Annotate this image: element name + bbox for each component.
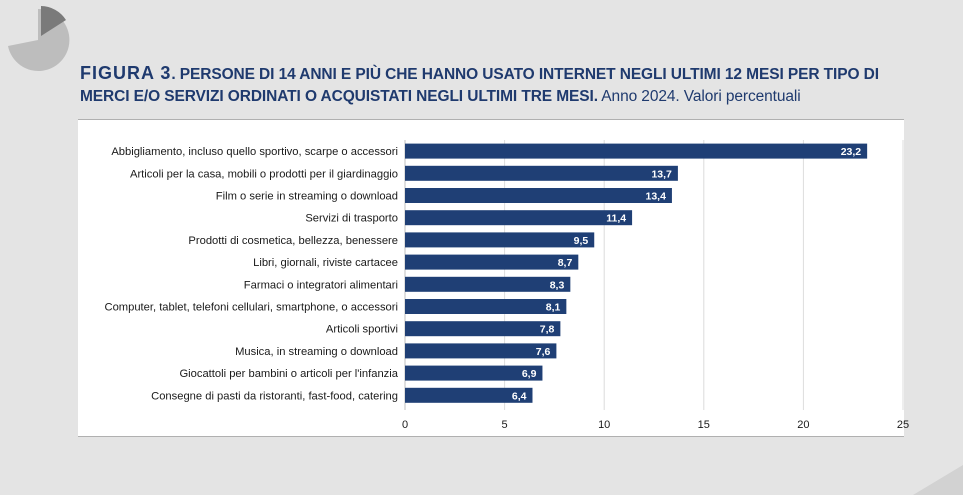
bar xyxy=(405,365,543,381)
category-label: Musica, in streaming o download xyxy=(235,346,398,358)
bar xyxy=(405,387,533,403)
bar xyxy=(405,299,567,314)
bar xyxy=(405,321,561,337)
category-label: Articoli per la casa, mobili o prodotti … xyxy=(130,168,398,180)
x-tick-label: 5 xyxy=(502,419,508,431)
figure-heading: . PERSONE DI 14 ANNI E PIÙ CHE HANNO USA… xyxy=(80,66,879,105)
data-label: 8,3 xyxy=(550,279,565,291)
x-tick-label: 20 xyxy=(797,419,809,431)
category-label: Libri, giornali, riviste cartacee xyxy=(253,257,398,269)
data-label: 23,2 xyxy=(841,146,862,158)
category-label: Farmaci o integratori alimentari xyxy=(244,279,398,291)
figure-label: FIGURA 3 xyxy=(80,63,172,83)
bar xyxy=(405,276,571,292)
bar xyxy=(405,343,557,359)
top-rule xyxy=(78,119,904,120)
logo-pie-icon xyxy=(8,6,70,71)
data-label: 11,4 xyxy=(606,213,626,225)
corner-decoration xyxy=(913,465,963,495)
bottom-rule xyxy=(78,436,904,437)
bar xyxy=(405,254,579,270)
logo-pie-slice xyxy=(41,6,66,36)
data-label: 6,9 xyxy=(522,368,537,380)
data-label: 7,6 xyxy=(536,346,551,358)
x-tick-label: 10 xyxy=(598,419,610,431)
x-tick-label: 15 xyxy=(698,419,710,431)
data-label: 9,5 xyxy=(574,235,589,247)
category-label: Computer, tablet, telefoni cellulari, sm… xyxy=(104,302,398,314)
category-label: Servizi di trasporto xyxy=(305,213,398,225)
category-label: Film o serie in streaming o download xyxy=(216,191,398,203)
bar xyxy=(405,143,868,159)
data-label: 13,7 xyxy=(651,168,672,180)
data-label: 6,4 xyxy=(512,390,527,402)
bar xyxy=(405,210,633,226)
data-label: 8,7 xyxy=(558,257,573,269)
category-label: Prodotti di cosmetica, bellezza, benesse… xyxy=(188,235,398,247)
category-label: Giocattoli per bambini o articoli per l'… xyxy=(179,368,398,380)
figure-title: FIGURA 3. PERSONE DI 14 ANNI E PIÙ CHE H… xyxy=(80,62,920,108)
category-label: Consegne di pasti da ristoranti, fast-fo… xyxy=(151,390,398,402)
category-label: Articoli sportivi xyxy=(326,324,398,336)
data-label: 13,4 xyxy=(645,191,666,203)
bar xyxy=(405,165,678,181)
x-tick-label: 0 xyxy=(402,419,408,431)
figure-subtitle: Anno 2024. Valori percentuali xyxy=(597,88,801,105)
data-label: 8,1 xyxy=(546,302,561,314)
x-tick-label: 25 xyxy=(897,419,909,431)
data-label: 7,8 xyxy=(540,324,555,336)
bar xyxy=(405,232,595,248)
bar xyxy=(405,188,672,203)
category-label: Abbigliamento, incluso quello sportivo, … xyxy=(111,146,398,158)
